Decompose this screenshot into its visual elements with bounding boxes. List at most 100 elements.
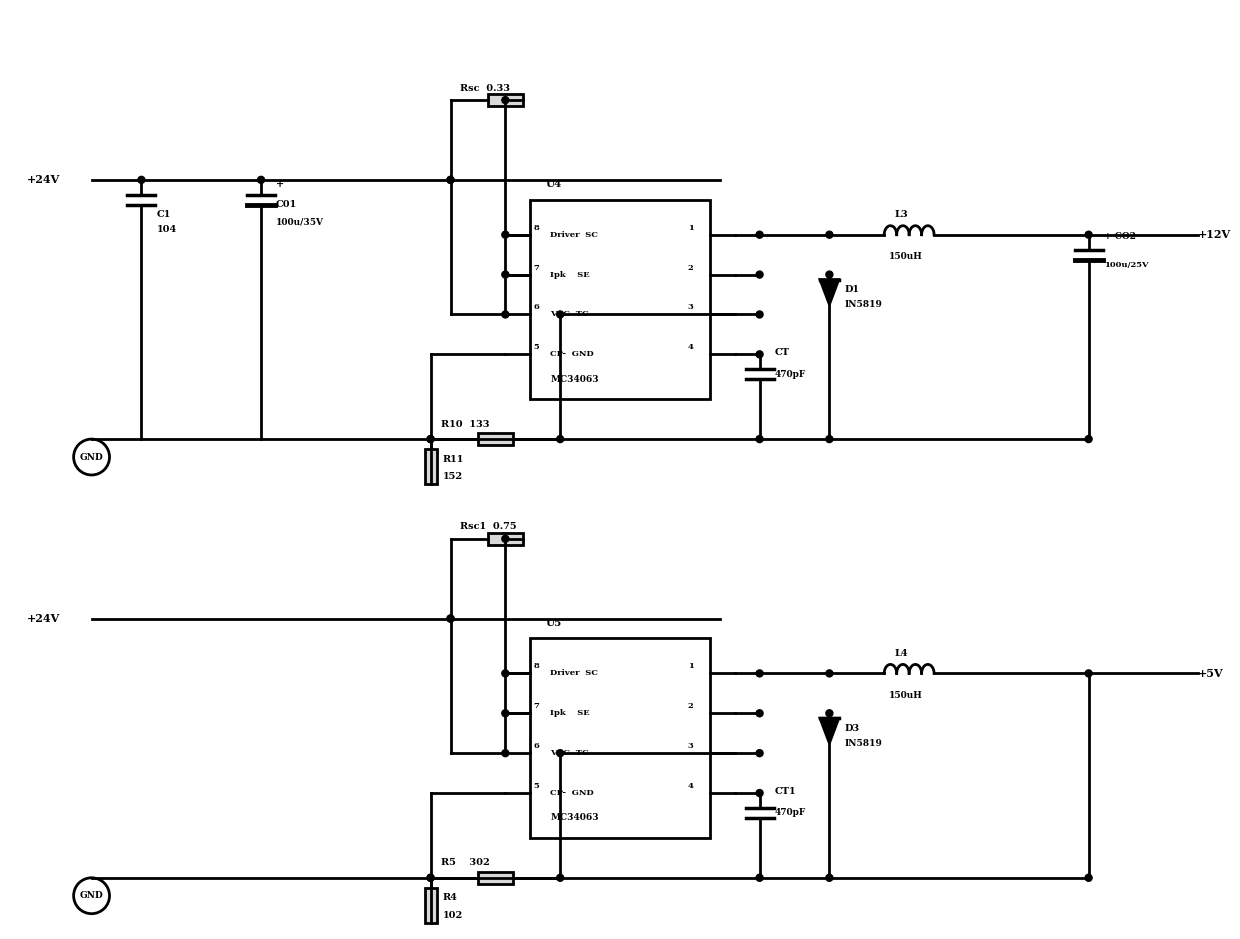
Circle shape — [826, 271, 833, 278]
Polygon shape — [820, 280, 838, 304]
Text: 7: 7 — [533, 264, 539, 271]
Text: +: + — [277, 180, 284, 190]
Circle shape — [557, 749, 564, 757]
Text: +5V: +5V — [1198, 668, 1224, 679]
Circle shape — [756, 351, 763, 358]
Text: Rsc1  0.75: Rsc1 0.75 — [460, 522, 517, 531]
Text: 1: 1 — [688, 662, 693, 670]
Text: 7: 7 — [533, 702, 539, 710]
Text: 2: 2 — [688, 264, 693, 271]
Circle shape — [756, 874, 763, 882]
Circle shape — [1085, 670, 1092, 677]
Circle shape — [826, 710, 833, 716]
Circle shape — [502, 311, 508, 318]
Circle shape — [446, 177, 454, 183]
Text: R10  133: R10 133 — [440, 420, 489, 428]
Circle shape — [427, 874, 434, 882]
Circle shape — [756, 231, 763, 239]
Circle shape — [557, 311, 564, 318]
Circle shape — [1085, 436, 1092, 442]
Circle shape — [557, 436, 564, 442]
Circle shape — [502, 749, 508, 757]
Circle shape — [427, 874, 434, 882]
Text: 470pF: 470pF — [775, 808, 806, 818]
Text: VCC  TC: VCC TC — [551, 749, 589, 757]
Circle shape — [826, 874, 833, 882]
Bar — [477, 433, 513, 445]
Circle shape — [756, 670, 763, 677]
Text: L3: L3 — [894, 210, 908, 219]
Circle shape — [446, 615, 454, 622]
Text: 6: 6 — [533, 742, 539, 750]
Text: R11: R11 — [443, 454, 464, 464]
Circle shape — [826, 670, 833, 677]
Text: 3: 3 — [688, 742, 693, 750]
Circle shape — [502, 271, 508, 278]
Text: U4: U4 — [546, 180, 562, 190]
Text: GND: GND — [79, 453, 103, 462]
Text: + CO2: + CO2 — [1104, 232, 1136, 241]
Text: CT: CT — [775, 347, 790, 357]
Text: D3: D3 — [844, 724, 859, 732]
Circle shape — [826, 436, 833, 442]
Text: 4: 4 — [688, 782, 693, 790]
Text: Driver  SC: Driver SC — [551, 670, 598, 677]
Text: MC34063: MC34063 — [551, 375, 599, 384]
Circle shape — [427, 436, 434, 442]
Text: Ipk    SE: Ipk SE — [551, 709, 590, 717]
Text: 4: 4 — [688, 344, 693, 351]
Text: U5: U5 — [546, 619, 562, 628]
Text: 5: 5 — [533, 782, 539, 790]
Circle shape — [557, 874, 564, 882]
Bar — [477, 871, 513, 884]
Circle shape — [138, 177, 145, 183]
Text: GND: GND — [79, 891, 103, 901]
Text: CT1: CT1 — [775, 787, 796, 795]
Text: 5: 5 — [533, 344, 539, 351]
Text: Driver  SC: Driver SC — [551, 231, 598, 239]
Circle shape — [826, 231, 833, 239]
Circle shape — [1085, 231, 1092, 239]
Text: 6: 6 — [533, 303, 539, 312]
Text: CP-  GND: CP- GND — [551, 789, 594, 797]
Text: R5    302: R5 302 — [440, 858, 490, 868]
Text: MC34063: MC34063 — [551, 813, 599, 823]
Text: R4: R4 — [443, 893, 458, 902]
Text: D1: D1 — [844, 285, 859, 294]
Circle shape — [756, 271, 763, 278]
Text: 150uH: 150uH — [889, 253, 923, 261]
Circle shape — [1085, 874, 1092, 882]
Text: 102: 102 — [443, 911, 463, 920]
Text: L4: L4 — [894, 649, 908, 658]
Circle shape — [502, 97, 508, 103]
Text: +24V: +24V — [27, 613, 60, 624]
Text: 3: 3 — [688, 303, 693, 312]
Text: +12V: +12V — [1198, 229, 1231, 240]
Bar — [487, 532, 523, 545]
Text: Ipk    SE: Ipk SE — [551, 270, 590, 279]
Text: Rsc  0.33: Rsc 0.33 — [460, 84, 511, 93]
Text: IN5819: IN5819 — [844, 739, 882, 747]
Text: 2: 2 — [688, 702, 693, 710]
Text: 100u/35V: 100u/35V — [277, 217, 324, 226]
Bar — [487, 94, 523, 106]
Polygon shape — [820, 718, 838, 743]
Circle shape — [756, 436, 763, 442]
Text: CP-  GND: CP- GND — [551, 350, 594, 359]
Circle shape — [756, 311, 763, 318]
Text: IN5819: IN5819 — [844, 300, 882, 309]
Bar — [424, 887, 436, 923]
Text: 150uH: 150uH — [889, 691, 923, 700]
Circle shape — [756, 749, 763, 757]
Bar — [531, 639, 709, 838]
Text: VCC  TC: VCC TC — [551, 311, 589, 318]
Circle shape — [446, 615, 454, 622]
Circle shape — [502, 710, 508, 716]
Text: 8: 8 — [533, 662, 539, 670]
Text: +24V: +24V — [27, 175, 60, 185]
Text: C1: C1 — [156, 210, 171, 219]
Circle shape — [756, 710, 763, 716]
Bar — [531, 200, 709, 399]
Text: 470pF: 470pF — [775, 370, 806, 378]
Circle shape — [502, 670, 508, 677]
